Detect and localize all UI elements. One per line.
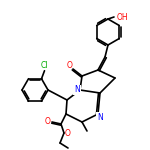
- Text: OH: OH: [117, 12, 129, 21]
- Text: O: O: [67, 61, 73, 70]
- Text: O: O: [65, 129, 71, 138]
- Text: N: N: [97, 112, 103, 122]
- Text: N: N: [74, 85, 80, 94]
- Text: Cl: Cl: [41, 61, 48, 70]
- Text: O: O: [45, 117, 51, 126]
